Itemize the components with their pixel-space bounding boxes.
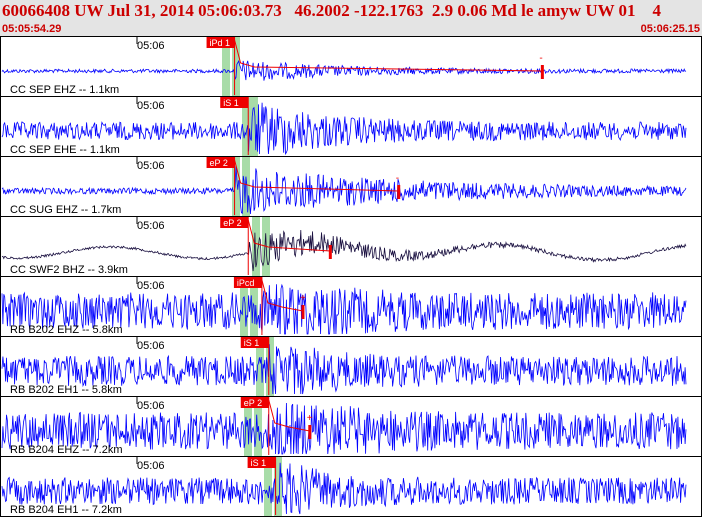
time-tick-label: 05:06 bbox=[137, 220, 165, 232]
time-tick-label: 05:06 bbox=[137, 400, 165, 412]
pick-label: eP 2 bbox=[244, 398, 262, 408]
time-tick-label: 05:06 bbox=[137, 40, 165, 52]
pick-label-box bbox=[240, 397, 269, 408]
time-tick-label: 05:06 bbox=[137, 340, 165, 352]
pick-window bbox=[256, 337, 264, 396]
pick-window bbox=[274, 457, 282, 516]
time-tick-label: 05:06 bbox=[137, 100, 165, 112]
waveform-trace bbox=[1, 402, 687, 455]
pick-label-box bbox=[206, 157, 235, 168]
coda-polarity: - bbox=[539, 53, 542, 64]
waveform-chart: - iPd 1 05:06 CC SEP EHZ -- 1.1km iS 1 05:06 C… bbox=[0, 36, 702, 517]
pick-label: eP 2 bbox=[210, 158, 228, 168]
coda-polarity: - bbox=[396, 173, 399, 184]
pick-label-box bbox=[233, 277, 262, 288]
pick-window bbox=[242, 97, 250, 156]
pick-label: iPcd bbox=[237, 278, 255, 288]
pick-label-box bbox=[240, 337, 269, 348]
event-header: 60066408 UW Jul 31, 2014 05:06:03.73 46.… bbox=[0, 0, 702, 37]
coda-line bbox=[247, 219, 331, 252]
pick-label: iS 1 bbox=[244, 338, 260, 348]
pick-label-box bbox=[247, 457, 276, 468]
pick-window bbox=[232, 37, 240, 96]
pick-window bbox=[232, 157, 240, 216]
channel-label: RB B202 EHZ -- 5.8km bbox=[10, 324, 122, 336]
start-time: 05:05:54.29 bbox=[2, 23, 62, 35]
pick-window bbox=[264, 457, 272, 516]
coda-marker bbox=[328, 245, 332, 259]
waveform-trace bbox=[1, 166, 687, 215]
coda-marker bbox=[540, 65, 544, 79]
time-tick-label: 05:06 bbox=[137, 460, 165, 472]
time-tick-label: 05:06 bbox=[137, 280, 165, 292]
coda-polarity: + bbox=[300, 293, 306, 304]
waveform-trace bbox=[1, 344, 687, 395]
channel-label: RB B204 EHZ -- 7.2km bbox=[10, 444, 122, 456]
pick-label-box bbox=[220, 97, 249, 108]
event-title: 60066408 UW Jul 31, 2014 05:06:03.73 46.… bbox=[2, 1, 662, 20]
pick-label-box bbox=[220, 217, 249, 228]
coda-line bbox=[234, 159, 399, 192]
channel-label: CC SWF2 BHZ -- 3.9km bbox=[10, 264, 128, 276]
pick-window bbox=[254, 397, 262, 456]
time-tick-label: 05:06 bbox=[137, 160, 165, 172]
waveform-trace bbox=[1, 229, 687, 272]
coda-marker bbox=[397, 185, 401, 199]
pick-window bbox=[250, 97, 258, 156]
channel-label: CC SUG EHZ -- 1.7km bbox=[10, 204, 121, 216]
waveform-trace bbox=[1, 60, 687, 81]
pick-label: iPd 1 bbox=[210, 38, 231, 48]
waveform-trace bbox=[1, 102, 687, 156]
coda-marker bbox=[301, 305, 305, 319]
waveform-trace bbox=[1, 283, 687, 335]
channel-label: CC SEP EHZ -- 1.1km bbox=[10, 84, 119, 96]
waveform-trace bbox=[1, 462, 687, 515]
coda-line bbox=[261, 279, 304, 312]
pick-window bbox=[222, 37, 230, 96]
pick-window bbox=[240, 277, 248, 336]
channel-label: CC SEP EHE -- 1.1km bbox=[10, 144, 120, 156]
pick-label: iS 1 bbox=[251, 458, 267, 468]
pick-window bbox=[242, 157, 250, 216]
pick-label: eP 2 bbox=[223, 218, 241, 228]
pick-label-box bbox=[206, 37, 235, 48]
coda-line bbox=[268, 399, 310, 432]
pick-window bbox=[252, 217, 260, 276]
end-time: 05:06:25.15 bbox=[640, 23, 700, 35]
coda-line bbox=[234, 39, 543, 72]
pick-label: iS 1 bbox=[223, 98, 239, 108]
channel-label: RB B202 EH1 -- 5.8km bbox=[10, 384, 122, 396]
channel-label: RB B204 EH1 -- 7.2km bbox=[10, 504, 122, 516]
coda-polarity: + bbox=[307, 413, 313, 424]
coda-marker bbox=[308, 425, 312, 439]
